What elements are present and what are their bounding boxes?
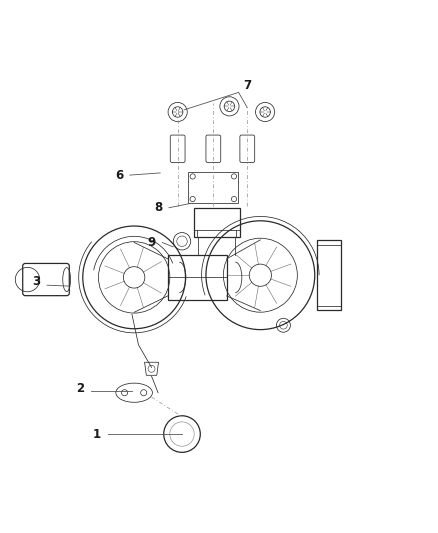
Text: 3: 3 bbox=[32, 275, 40, 288]
Bar bbox=[317, 240, 341, 310]
Text: 2: 2 bbox=[76, 382, 84, 395]
Bar bbox=[168, 255, 226, 300]
Text: 1: 1 bbox=[93, 427, 101, 441]
Text: 7: 7 bbox=[243, 79, 251, 92]
Text: 8: 8 bbox=[154, 201, 162, 214]
Bar bbox=[194, 208, 240, 237]
Text: 9: 9 bbox=[148, 236, 155, 249]
Bar bbox=[188, 172, 238, 204]
Text: 6: 6 bbox=[115, 168, 123, 182]
